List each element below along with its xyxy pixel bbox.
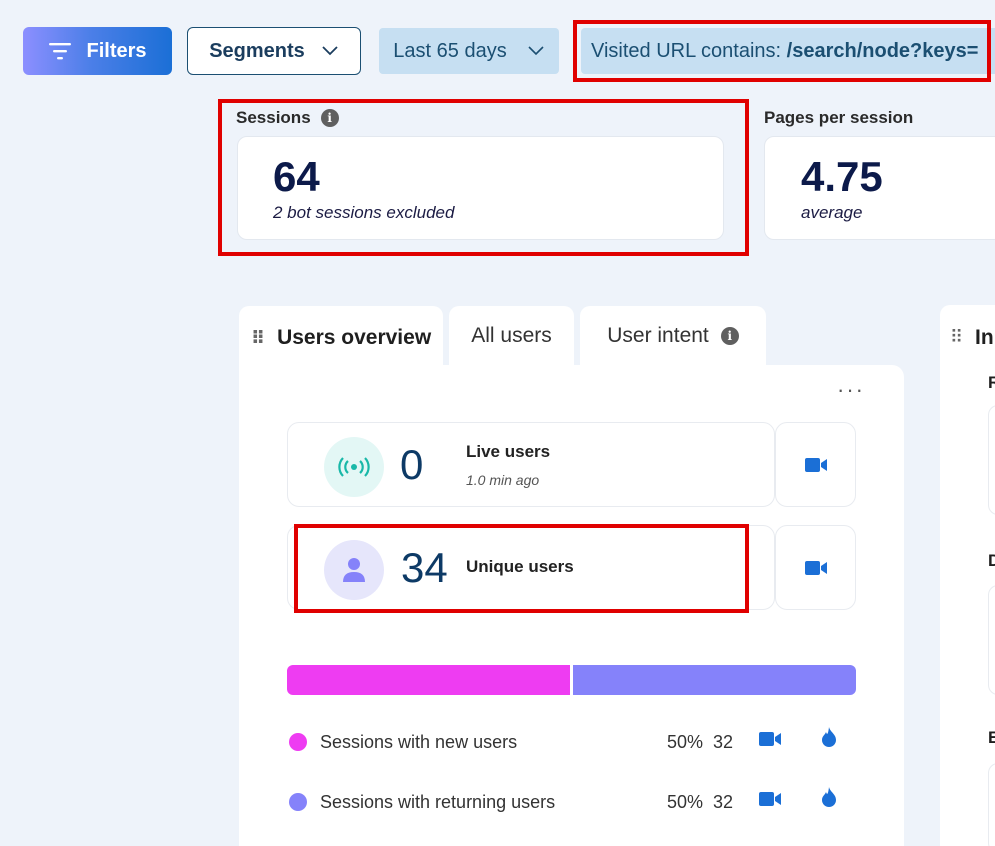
tab-label: All users — [471, 324, 552, 347]
date-range-dropdown[interactable]: Last 65 days — [379, 28, 559, 74]
section-card — [988, 585, 995, 695]
live-users-recordings-button[interactable] — [775, 422, 856, 507]
tab-user-intent[interactable]: User intent i — [580, 306, 766, 366]
info-icon[interactable]: i — [720, 327, 739, 345]
sessions-label: Sessions — [236, 108, 311, 127]
section-heading: D — [988, 551, 995, 570]
heatmap-flame-icon[interactable] — [820, 786, 838, 808]
tab-users-overview[interactable]: ⠿ Users overview — [239, 306, 443, 370]
info-icon[interactable]: i — [320, 109, 339, 127]
pages-label-row: Pages per session — [764, 108, 913, 128]
legend-percent: 50% — [667, 731, 704, 752]
returning-users-segment[interactable] — [573, 665, 856, 695]
section-heading: E — [988, 728, 995, 747]
pages-per-session-card: 4.75 average — [764, 136, 995, 240]
video-camera-icon[interactable] — [758, 730, 782, 748]
insights-tab-label[interactable]: In — [975, 326, 994, 349]
legend-row-new-users: Sessions with new users 50% 32 — [289, 727, 849, 754]
filters-button[interactable]: Filters — [23, 27, 172, 75]
legend-label: Sessions with returning users — [320, 791, 556, 812]
more-options-button[interactable]: ··· — [837, 377, 865, 402]
live-users-timestamp: 1.0 min ago — [466, 472, 540, 488]
url-filter-chip[interactable]: Visited URL contains: /search/node?keys= — [581, 28, 995, 74]
pages-per-session-sub: average — [801, 203, 863, 222]
section-heading: R — [988, 373, 995, 392]
url-filter-value: /search/node?keys= — [786, 39, 979, 62]
video-camera-icon — [804, 457, 827, 472]
legend-dot — [289, 733, 307, 751]
pages-per-session-value: 4.75 — [801, 153, 883, 200]
legend-percent: 50% — [667, 791, 704, 812]
new-users-segment[interactable] — [287, 665, 570, 695]
unique-users-card: 34 Unique users — [287, 525, 775, 610]
sessions-label-row: Sessions i — [236, 108, 339, 128]
live-users-value: 0 — [400, 441, 424, 488]
url-filter-prefix: Visited URL contains: — [591, 39, 787, 62]
drag-handle-icon[interactable]: ⠿ — [950, 327, 963, 347]
chevron-down-icon — [322, 46, 338, 56]
video-camera-icon[interactable] — [758, 790, 782, 808]
drag-handle-icon[interactable]: ⠿ — [251, 328, 265, 348]
segments-label: Segments — [209, 39, 305, 62]
section-card — [988, 763, 995, 846]
sessions-card: 64 2 bot sessions excluded — [237, 136, 724, 240]
date-range-label: Last 65 days — [393, 39, 507, 62]
live-users-card: 0 Live users 1.0 min ago — [287, 422, 775, 507]
unique-users-value: 34 — [401, 544, 448, 591]
chevron-down-icon — [528, 46, 544, 56]
session-split-bar — [287, 665, 856, 695]
filters-label: Filters — [86, 39, 147, 62]
unique-users-recordings-button[interactable] — [775, 525, 856, 610]
filter-icon — [49, 43, 72, 60]
unique-users-label: Unique users — [466, 557, 574, 576]
legend-count: 32 — [713, 791, 734, 812]
legend-count: 32 — [713, 731, 734, 752]
tab-all-users[interactable]: All users — [449, 306, 574, 366]
legend-label: Sessions with new users — [320, 731, 518, 752]
video-camera-icon — [804, 560, 827, 575]
tab-label: Users overview — [277, 326, 432, 349]
section-card — [988, 405, 995, 515]
legend-dot — [289, 793, 307, 811]
pages-per-session-label: Pages per session — [764, 108, 914, 127]
tab-label: User intent — [607, 324, 709, 347]
live-users-label: Live users — [466, 442, 551, 461]
heatmap-flame-icon[interactable] — [820, 726, 838, 748]
insights-panel: ⠿ In R D E — [940, 305, 995, 846]
user-icon — [324, 540, 384, 600]
live-icon — [324, 437, 384, 497]
legend-row-returning-users: Sessions with returning users 50% 32 — [289, 787, 849, 814]
sessions-value: 64 — [273, 153, 320, 200]
segments-dropdown[interactable]: Segments — [187, 27, 361, 75]
sessions-sub: 2 bot sessions excluded — [273, 203, 455, 222]
